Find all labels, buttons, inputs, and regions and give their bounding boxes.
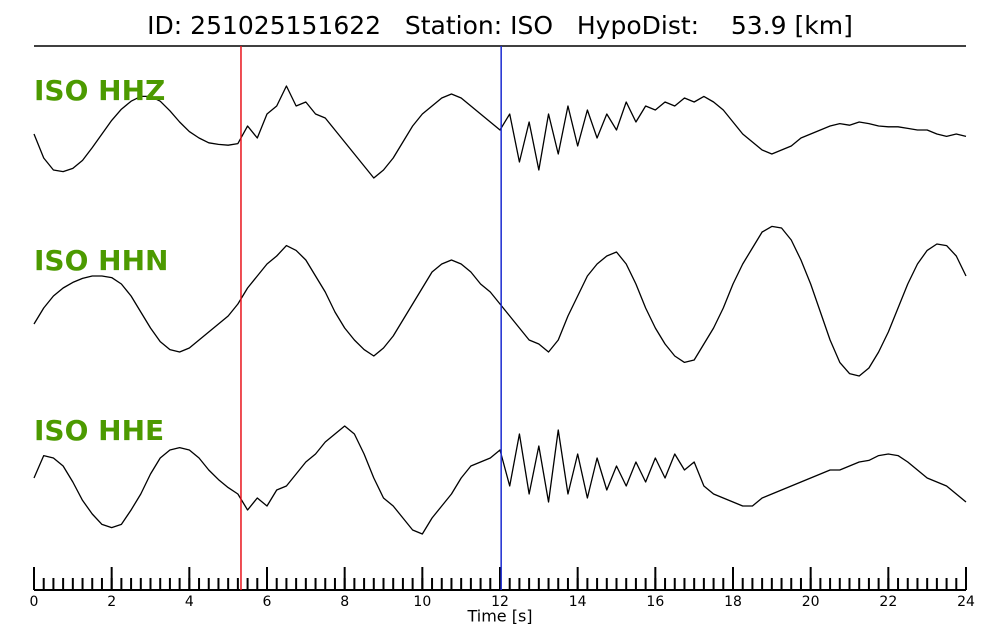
waveform — [33, 85, 967, 179]
x-axis-label: Time [s] — [466, 607, 532, 626]
x-tick-label: 14 — [569, 594, 587, 610]
x-tick-label: 0 — [30, 594, 39, 610]
trace-label: ISO HHZ — [34, 74, 165, 107]
x-tick-label: 18 — [724, 594, 742, 610]
x-tick-label: 16 — [646, 594, 664, 610]
waveform — [33, 425, 967, 535]
trace-label: ISO HHN — [34, 244, 168, 277]
x-tick-label: 20 — [802, 594, 820, 610]
x-tick-label: 10 — [413, 594, 431, 610]
x-tick-label: 2 — [107, 594, 116, 610]
chart-title: ID: 251025151622 Station: ISO HypoDist: … — [147, 11, 853, 40]
waveform — [33, 225, 967, 377]
x-tick-label: 12 — [491, 594, 509, 610]
x-tick-label: 24 — [957, 594, 975, 610]
trace-label: ISO HHE — [34, 414, 164, 447]
x-tick-label: 22 — [879, 594, 897, 610]
x-tick-label: 6 — [263, 594, 272, 610]
x-tick-label: 8 — [340, 594, 349, 610]
x-tick-label: 4 — [185, 594, 194, 610]
